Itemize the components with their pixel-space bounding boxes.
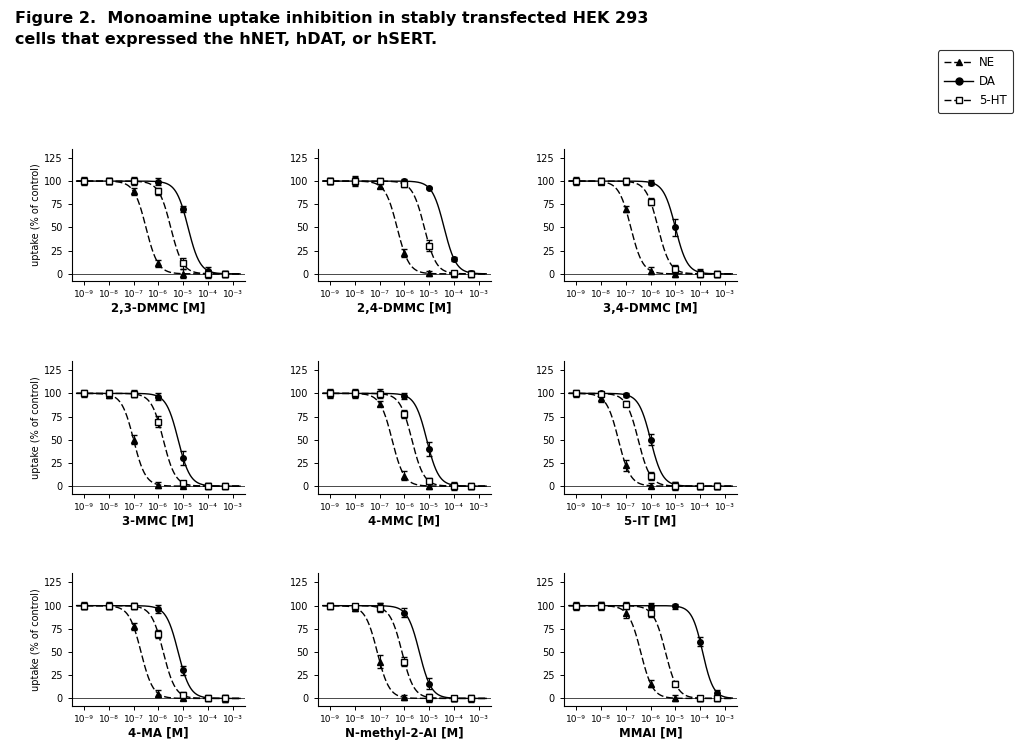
- Text: Figure 2.  Monoamine uptake inhibition in stably transfected HEK 293
cells that : Figure 2. Monoamine uptake inhibition in…: [15, 11, 649, 47]
- X-axis label: MMAI [M]: MMAI [M]: [618, 727, 682, 739]
- X-axis label: 3,4-DMMC [M]: 3,4-DMMC [M]: [603, 302, 698, 315]
- X-axis label: 4-MA [M]: 4-MA [M]: [128, 727, 188, 739]
- X-axis label: 5-IT [M]: 5-IT [M]: [625, 514, 677, 528]
- X-axis label: 2,4-DMMC [M]: 2,4-DMMC [M]: [357, 302, 452, 315]
- X-axis label: 2,3-DMMC [M]: 2,3-DMMC [M]: [112, 302, 206, 315]
- Legend: NE, DA, 5-HT: NE, DA, 5-HT: [938, 51, 1013, 113]
- X-axis label: 3-MMC [M]: 3-MMC [M]: [123, 514, 195, 528]
- X-axis label: 4-MMC [M]: 4-MMC [M]: [369, 514, 440, 528]
- X-axis label: N-methyl-2-AI [M]: N-methyl-2-AI [M]: [345, 727, 464, 739]
- Y-axis label: uptake (% of control): uptake (% of control): [32, 588, 41, 691]
- Y-axis label: uptake (% of control): uptake (% of control): [32, 376, 41, 478]
- Y-axis label: uptake (% of control): uptake (% of control): [32, 163, 41, 266]
